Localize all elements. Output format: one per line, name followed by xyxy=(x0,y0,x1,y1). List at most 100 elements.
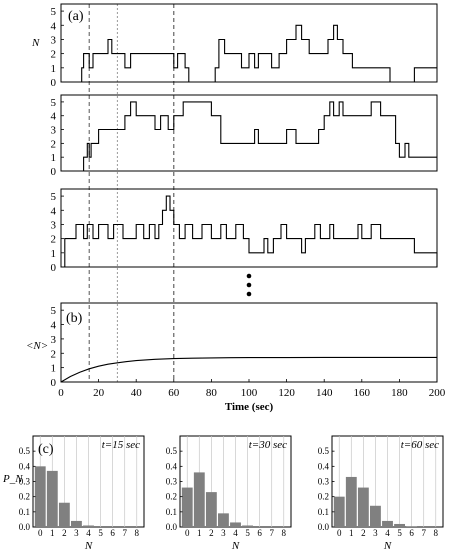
histogram-bar xyxy=(406,526,418,527)
y-tick-label: 1 xyxy=(51,152,57,164)
x-tick-label: 0 xyxy=(38,528,43,538)
y-tick-label: 0.1 xyxy=(19,507,30,517)
y-tick-label: 0.4 xyxy=(19,461,31,471)
y-tick-label: 0.3 xyxy=(318,477,330,487)
y-axis-label-mean-n: <N> xyxy=(26,340,48,352)
y-tick-label: 0.3 xyxy=(166,477,178,487)
y-tick-label: 4 xyxy=(51,205,57,217)
x-tick-label: 100 xyxy=(241,387,258,399)
histogram-bar xyxy=(71,520,82,527)
x-tick-label: 120 xyxy=(278,387,295,399)
x-tick-label: 2 xyxy=(209,528,214,538)
y-tick-label: 0 xyxy=(51,166,57,178)
y-tick-label: 2 xyxy=(51,138,57,150)
y-tick-label: 2 xyxy=(51,234,57,246)
y-tick-label: 3 xyxy=(51,34,57,46)
y-tick-label: 0.5 xyxy=(166,446,178,456)
x-tick-label: 5 xyxy=(397,528,402,538)
y-tick-label: 5 xyxy=(51,191,57,203)
y-tick-label: 3 xyxy=(51,334,57,346)
x-tick-label: 3 xyxy=(221,528,226,538)
plot-frame xyxy=(60,188,438,268)
histogram-bar xyxy=(382,520,393,527)
step-trace-line xyxy=(61,195,438,268)
x-tick-label: 2 xyxy=(361,528,366,538)
x-tick-label: 7 xyxy=(421,528,426,538)
panel-b-plot: 0 1 2 3 4 5 xyxy=(51,302,438,389)
x-tick-label: 6 xyxy=(257,528,262,538)
x-axis-label-time: Time (sec) xyxy=(225,401,274,413)
histogram-1: 0 1 2 3 4 5 6 7 8 0.0 0.1 0.2 0.3 0.4 0.5 Nt=15 sec xyxy=(19,435,145,552)
ellipsis-dot xyxy=(246,291,252,297)
panel-label-a: (a) xyxy=(68,9,84,24)
y-tick-label: 5 xyxy=(51,6,57,18)
mean-n-curve xyxy=(60,356,437,383)
time-annotation: t=15 sec xyxy=(102,439,140,451)
x-tick-label: 8 xyxy=(434,528,439,538)
histogram-bar xyxy=(34,466,46,527)
plot-frame xyxy=(60,302,438,383)
x-tick-label: 4 xyxy=(385,528,390,538)
y-tick-label: 4 xyxy=(51,20,57,32)
y-tick-label: 0.5 xyxy=(19,446,31,456)
y-tick-label: 0.2 xyxy=(318,492,329,502)
y-tick-label: 0.0 xyxy=(19,522,31,532)
x-tick-label: 5 xyxy=(98,528,103,538)
x-tick-label: 0 xyxy=(58,387,64,399)
x-axis-label-n: N xyxy=(231,540,240,552)
y-tick-label: 0.3 xyxy=(19,477,31,487)
histogram-bar xyxy=(46,470,58,527)
x-tick-label: 160 xyxy=(354,387,371,399)
y-tick-label: 0.1 xyxy=(166,507,177,517)
plot-frame xyxy=(60,94,438,172)
histogram-bar xyxy=(333,496,345,527)
x-tick-label: 180 xyxy=(391,387,408,399)
histogram-bar xyxy=(394,523,405,527)
histogram-bar xyxy=(205,492,217,527)
x-tick-label: 5 xyxy=(245,528,250,538)
y-tick-label: 0.0 xyxy=(318,522,330,532)
time-annotation: t=30 sec xyxy=(249,439,287,451)
x-tick-label: 1 xyxy=(50,528,55,538)
panel-label-b: (b) xyxy=(66,311,83,326)
panel-a-trace-3: 0 1 2 3 4 5 xyxy=(51,188,438,274)
y-tick-label: 3 xyxy=(51,125,57,137)
y-tick-label: 1 xyxy=(51,248,57,260)
step-trace-line xyxy=(61,101,437,172)
x-axis-label-n: N xyxy=(383,540,392,552)
y-tick-label: 1 xyxy=(51,63,57,75)
x-tick-label: 8 xyxy=(135,528,140,538)
histogram-bar xyxy=(230,522,241,527)
x-tick-label: 0 xyxy=(337,528,342,538)
x-tick-label: 6 xyxy=(409,528,414,538)
histogram-bar xyxy=(242,525,253,527)
x-tick-label: 1 xyxy=(197,528,202,538)
y-tick-label: 0 xyxy=(51,377,57,389)
y-tick-label: 0 xyxy=(51,77,57,89)
x-tick-label: 140 xyxy=(316,387,333,399)
x-tick-label: 60 xyxy=(168,387,180,399)
time-annotation: t=60 sec xyxy=(401,439,439,451)
x-tick-label: 3 xyxy=(373,528,378,538)
y-tick-label: 5 xyxy=(51,305,57,317)
plot-frame xyxy=(60,3,438,83)
histogram-bar xyxy=(83,525,94,527)
x-tick-label: 4 xyxy=(233,528,238,538)
x-tick-label: 1 xyxy=(349,528,354,538)
x-tick-label: 8 xyxy=(282,528,287,538)
y-tick-label: 3 xyxy=(51,219,57,231)
x-tick-label: 6 xyxy=(110,528,115,538)
histogram-bar xyxy=(345,476,357,527)
histogram-bar xyxy=(193,472,205,527)
y-axis-label-pn: P_N xyxy=(2,473,23,485)
x-tick-label: 7 xyxy=(122,528,127,538)
x-tick-label: 3 xyxy=(74,528,79,538)
histogram-bar xyxy=(218,513,229,527)
y-tick-label: 0 xyxy=(51,262,57,274)
y-tick-label: 4 xyxy=(51,320,57,332)
y-tick-label: 0.1 xyxy=(318,507,329,517)
x-tick-label: 2 xyxy=(62,528,67,538)
histogram-2: 0 1 2 3 4 5 6 7 8 0.0 0.1 0.2 0.3 0.4 0.5 Nt=30 sec xyxy=(166,435,292,552)
